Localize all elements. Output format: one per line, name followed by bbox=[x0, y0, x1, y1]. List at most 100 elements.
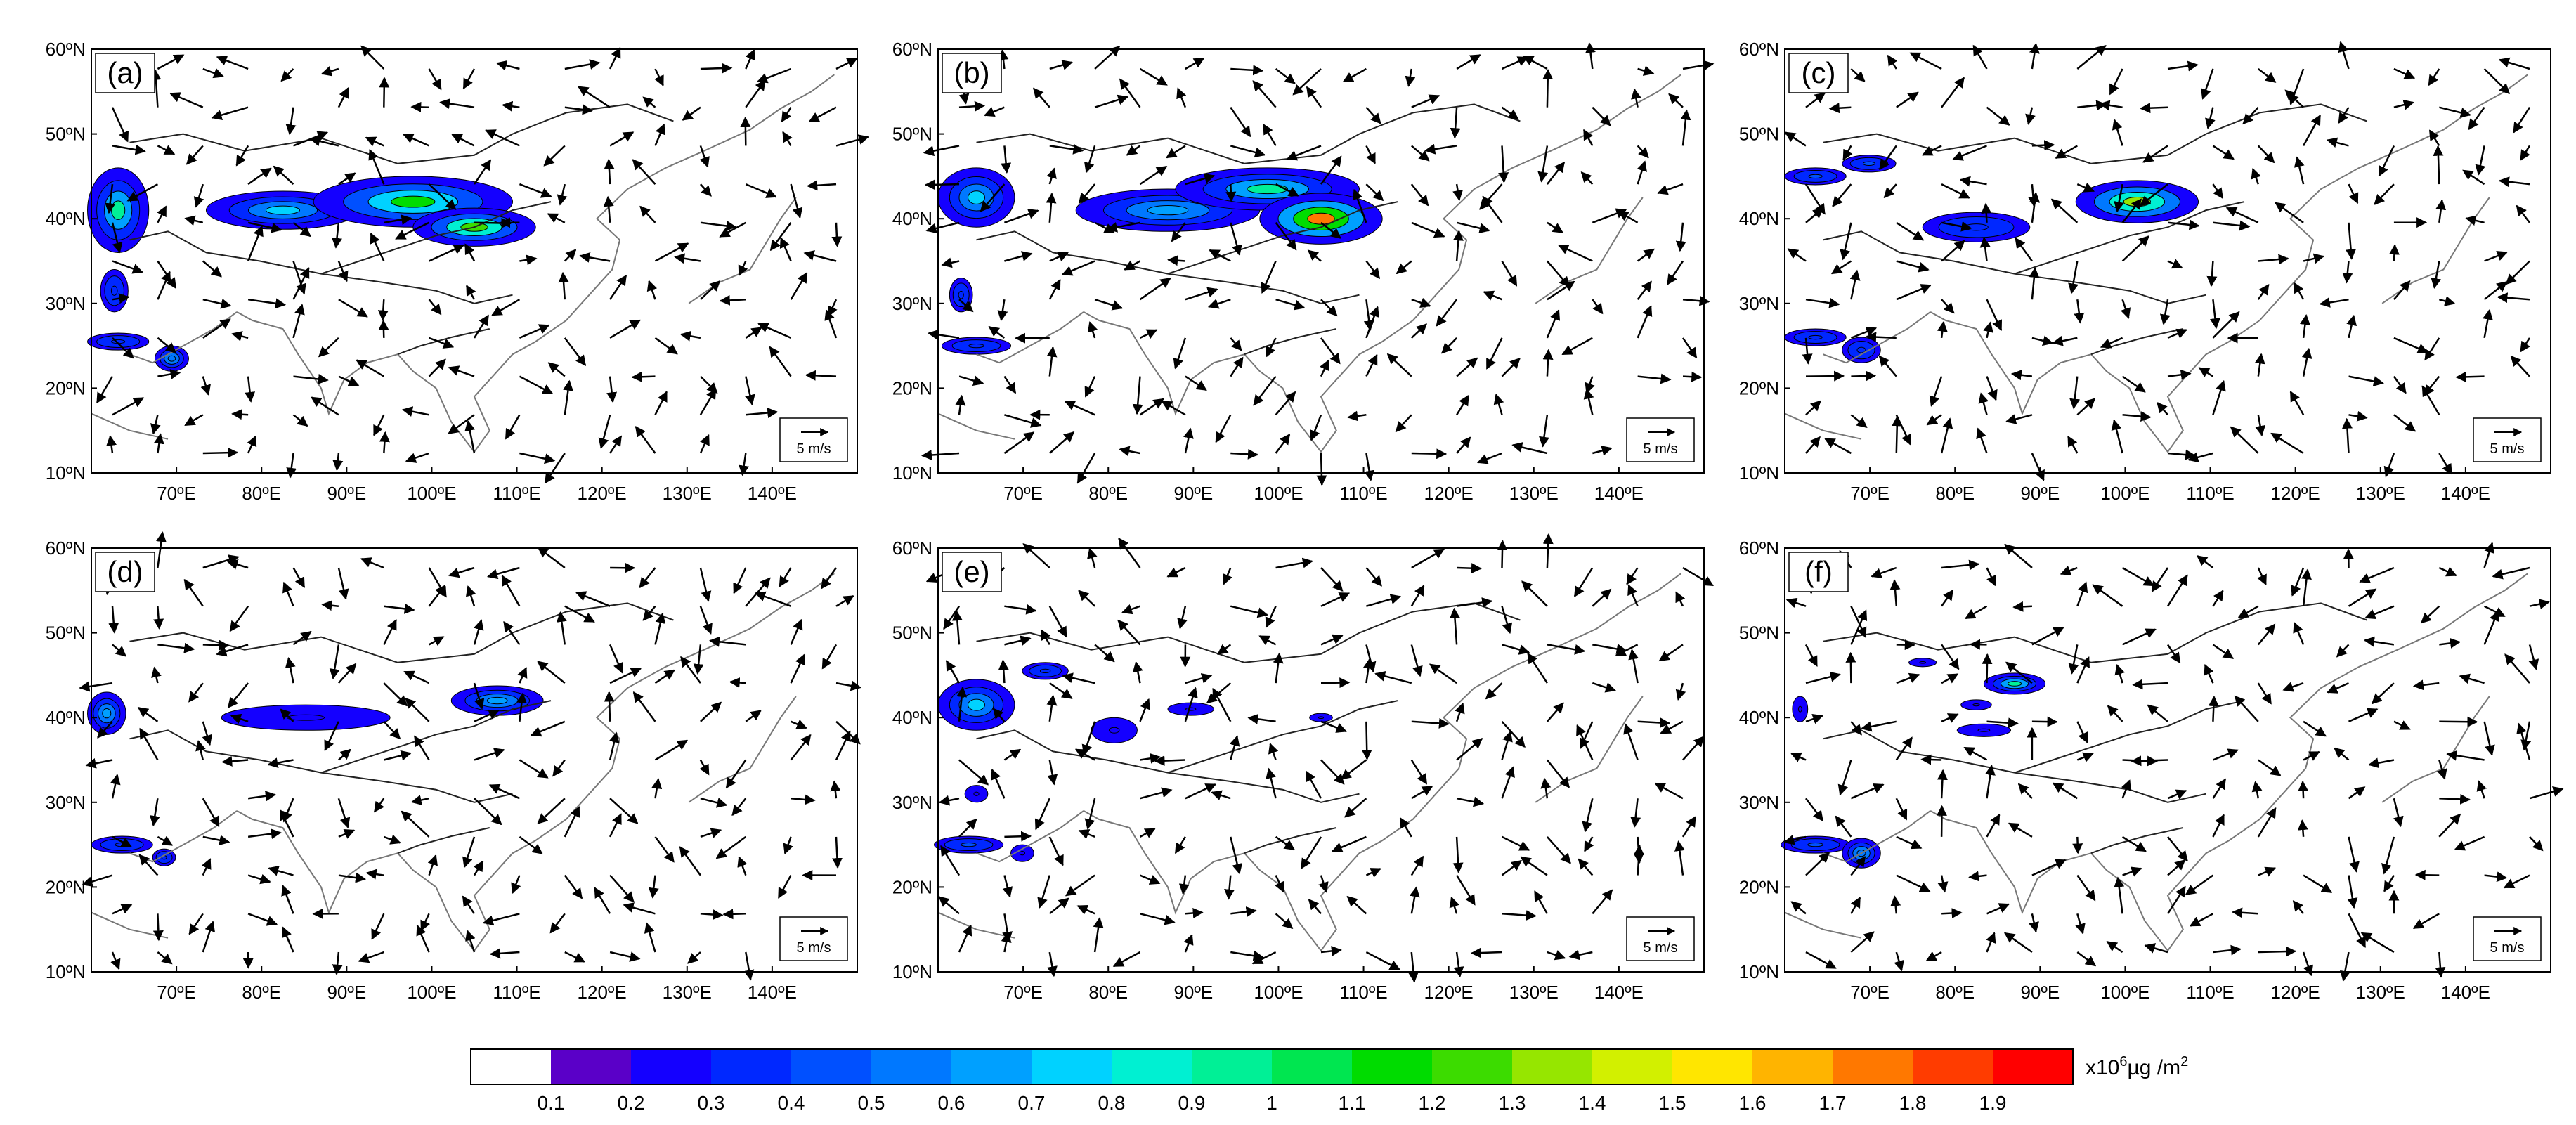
wind-arrow bbox=[1483, 290, 1502, 301]
lat-tick-label: 60ºN bbox=[46, 39, 86, 60]
wind-arrow bbox=[2167, 219, 2200, 230]
concentration-contour bbox=[1019, 851, 1025, 856]
wind-arrow bbox=[2428, 68, 2440, 86]
wind-arrow bbox=[153, 433, 164, 454]
wind-arrow bbox=[745, 48, 755, 70]
wind-arrow bbox=[756, 67, 792, 84]
wind-arrow bbox=[1176, 87, 1187, 108]
wind-arrow bbox=[383, 750, 412, 761]
colorbar-tick-label: 1.4 bbox=[1579, 1092, 1606, 1114]
lat-tick-label: 20ºN bbox=[1739, 876, 1779, 897]
wind-arrow bbox=[988, 325, 1006, 339]
wind-arrow bbox=[1520, 856, 1548, 876]
wind-arrow bbox=[769, 222, 792, 252]
panel-label: (d) bbox=[107, 555, 143, 588]
lat-tick-label: 60ºN bbox=[892, 39, 932, 60]
wind-arrow bbox=[1275, 557, 1313, 569]
wind-arrow bbox=[1049, 682, 1073, 699]
wind-arrow bbox=[1167, 255, 1185, 266]
wind-arrow bbox=[1001, 145, 1012, 174]
lat-tick-label: 10ºN bbox=[46, 462, 86, 483]
wind-arrow bbox=[1411, 94, 1440, 108]
wind-arrow bbox=[247, 298, 287, 309]
wind-arrow bbox=[379, 431, 390, 454]
wind-arrow bbox=[1346, 895, 1367, 915]
wind-arrow bbox=[654, 391, 668, 415]
concentration-contour bbox=[1808, 334, 1823, 340]
wind-arrow bbox=[231, 331, 249, 342]
wind-arrow bbox=[745, 710, 762, 722]
concentration-field bbox=[934, 662, 1333, 862]
wind-arrow bbox=[1583, 388, 1594, 415]
wind-arrow bbox=[1078, 590, 1095, 607]
lat-tick-label: 10ºN bbox=[1739, 462, 1779, 483]
wind-arrow bbox=[1866, 332, 1897, 343]
colorbar-swatch bbox=[1352, 1049, 1433, 1084]
lon-tick-label: 70ºE bbox=[157, 483, 196, 504]
wind-arrow bbox=[738, 260, 748, 277]
colorbar-swatch bbox=[1272, 1049, 1353, 1084]
colorbar-swatch bbox=[1192, 1049, 1273, 1084]
wind-arrow bbox=[923, 145, 960, 157]
wind-arrow bbox=[1049, 143, 1084, 155]
wind-arrow bbox=[1805, 714, 1823, 724]
wind-arrow bbox=[1805, 370, 1845, 382]
wind-arrow bbox=[2475, 145, 2486, 176]
wind-arrow bbox=[1222, 567, 1232, 585]
lon-tick-label: 90ºE bbox=[327, 982, 366, 1003]
wind-arrow bbox=[1139, 165, 1168, 186]
wind-arrow bbox=[448, 365, 475, 377]
wind-arrow bbox=[1094, 299, 1124, 311]
wind-arrow bbox=[1132, 661, 1143, 684]
wind-arrow bbox=[383, 619, 397, 645]
lon-tick-label: 130ºE bbox=[2356, 483, 2405, 504]
lat-tick-label: 50ºN bbox=[46, 623, 86, 644]
wind-arrow bbox=[1637, 65, 1655, 76]
wind-arrow bbox=[1161, 401, 1186, 416]
wind-arrow bbox=[745, 183, 777, 198]
wind-arrow bbox=[700, 280, 721, 301]
wind-arrow bbox=[2388, 244, 2400, 261]
wind-arrow bbox=[448, 566, 475, 578]
wind-arrow bbox=[1501, 835, 1530, 851]
lon-tick-label: 90ºE bbox=[2020, 982, 2060, 1003]
wind-arrow bbox=[1682, 566, 1714, 587]
wind-arrow bbox=[2348, 410, 2368, 422]
wind-arrow bbox=[473, 159, 492, 185]
wind-arrow bbox=[273, 165, 294, 186]
lon-tick-label: 140ºE bbox=[748, 982, 797, 1003]
wind-arrow bbox=[1582, 798, 1594, 833]
wind-arrow bbox=[1119, 78, 1141, 108]
wind-arrow bbox=[221, 755, 249, 767]
wind-arrow bbox=[700, 701, 722, 722]
wind-arrow bbox=[1094, 94, 1129, 108]
wind-arrow bbox=[2159, 299, 2171, 325]
wind-arrow bbox=[2258, 68, 2277, 83]
wind-arrow bbox=[183, 578, 204, 607]
wind-arrow bbox=[699, 759, 710, 776]
wind-arrow bbox=[111, 107, 129, 143]
wind-arrow bbox=[1275, 391, 1296, 416]
wind-arrow bbox=[1365, 145, 1376, 164]
wind-arrow bbox=[332, 222, 342, 249]
panel-frame bbox=[1784, 48, 2551, 474]
wind-arrow bbox=[2167, 328, 2187, 339]
wind-vector-field bbox=[1783, 542, 2564, 982]
colorbar-swatch bbox=[1913, 1049, 1993, 1084]
wind-arrow bbox=[1410, 323, 1428, 339]
wind-arrow bbox=[1117, 619, 1141, 646]
wind-arrow bbox=[1292, 68, 1322, 96]
wind-arrow bbox=[2242, 106, 2259, 125]
wind-arrow bbox=[519, 375, 554, 395]
wind-arrow bbox=[2326, 137, 2349, 148]
wind-arrow bbox=[292, 221, 311, 238]
wind-arrow bbox=[921, 450, 960, 461]
concentration-contour bbox=[1185, 707, 1197, 711]
coastline bbox=[976, 311, 1084, 364]
lon-tick-label: 100ºE bbox=[2100, 982, 2149, 1003]
wind-arrow bbox=[2257, 283, 2270, 300]
wind-arrow bbox=[2300, 314, 2310, 339]
wind-arrow bbox=[112, 397, 145, 416]
wind-arrow bbox=[216, 56, 249, 70]
wind-arrow bbox=[247, 225, 264, 261]
